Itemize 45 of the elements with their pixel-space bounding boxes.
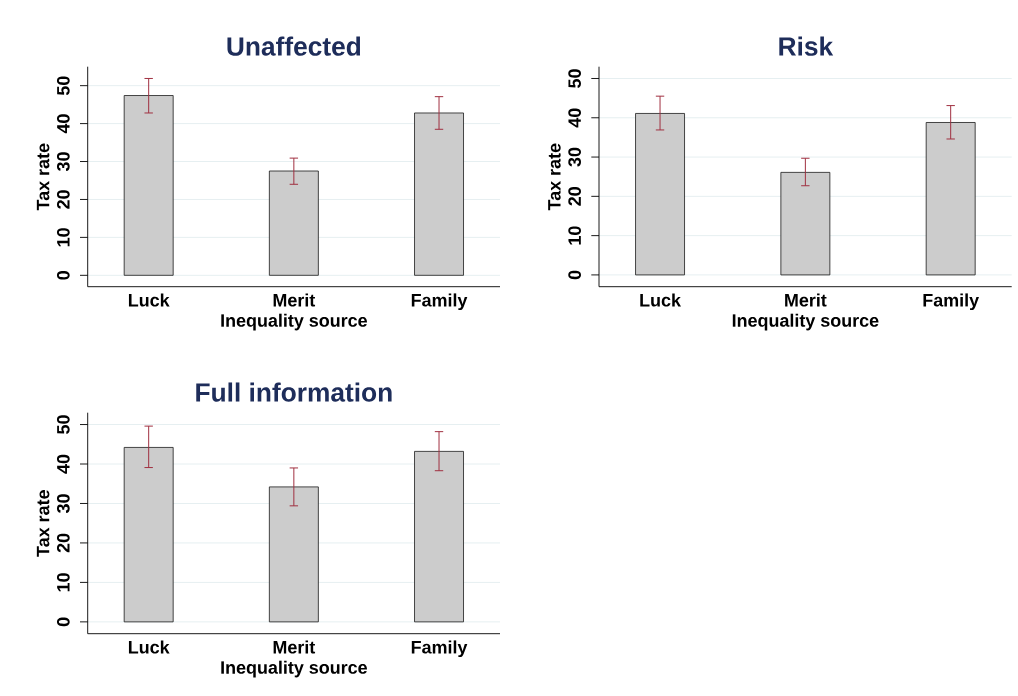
bar	[414, 450, 464, 623]
y-tick-label: 0	[56, 617, 70, 627]
y-tick-label: 30	[568, 147, 582, 167]
y-tick-label: 30	[56, 152, 70, 172]
x-tick-label: Luck	[128, 293, 170, 307]
bar	[780, 171, 831, 276]
x-tick-label: Family	[923, 293, 979, 311]
bar	[268, 170, 319, 276]
bar	[635, 113, 685, 276]
x-axis-title: Inequality source	[221, 313, 367, 331]
chart-title: Full information	[196, 382, 392, 402]
chart-title: Risk	[779, 36, 834, 56]
x-tick-label: Family	[411, 640, 468, 658]
x-axis-title: Inequality source	[732, 313, 879, 331]
chart-title: Unaffected	[227, 36, 361, 56]
x-tick-label: Merit	[273, 640, 316, 654]
bar	[123, 95, 174, 276]
y-tick-label: 0	[568, 270, 581, 280]
y-tick-label: 20	[56, 190, 70, 209]
y-axis-title: Tax rate	[36, 490, 50, 557]
y-tick-label: 40	[56, 114, 70, 134]
y-tick-label: 10	[568, 226, 581, 245]
y-tick-label: 10	[56, 228, 70, 247]
y-tick-label: 30	[56, 494, 70, 514]
y-tick-label: 50	[56, 415, 70, 434]
bar	[414, 112, 464, 276]
bar	[123, 447, 174, 623]
bar	[925, 122, 976, 276]
y-tick-label: 0	[56, 271, 70, 280]
y-tick-label: 20	[568, 187, 581, 206]
y-tick-label: 10	[56, 573, 70, 592]
x-tick-label: Luck	[128, 640, 170, 654]
y-tick-label: 40	[56, 454, 70, 474]
y-tick-label: 40	[568, 108, 581, 128]
bar	[268, 486, 319, 623]
y-axis-title: Tax rate	[36, 143, 50, 211]
y-tick-label: 50	[56, 76, 70, 96]
y-tick-label: 50	[568, 69, 581, 88]
x-axis-title: Inequality source	[221, 660, 367, 678]
x-tick-label: Merit	[785, 293, 827, 307]
x-tick-label: Family	[411, 293, 468, 311]
y-tick-label: 20	[56, 533, 70, 553]
y-axis-title: Tax rate	[548, 143, 561, 211]
x-tick-label: Merit	[273, 293, 316, 307]
x-tick-label: Luck	[640, 293, 681, 307]
